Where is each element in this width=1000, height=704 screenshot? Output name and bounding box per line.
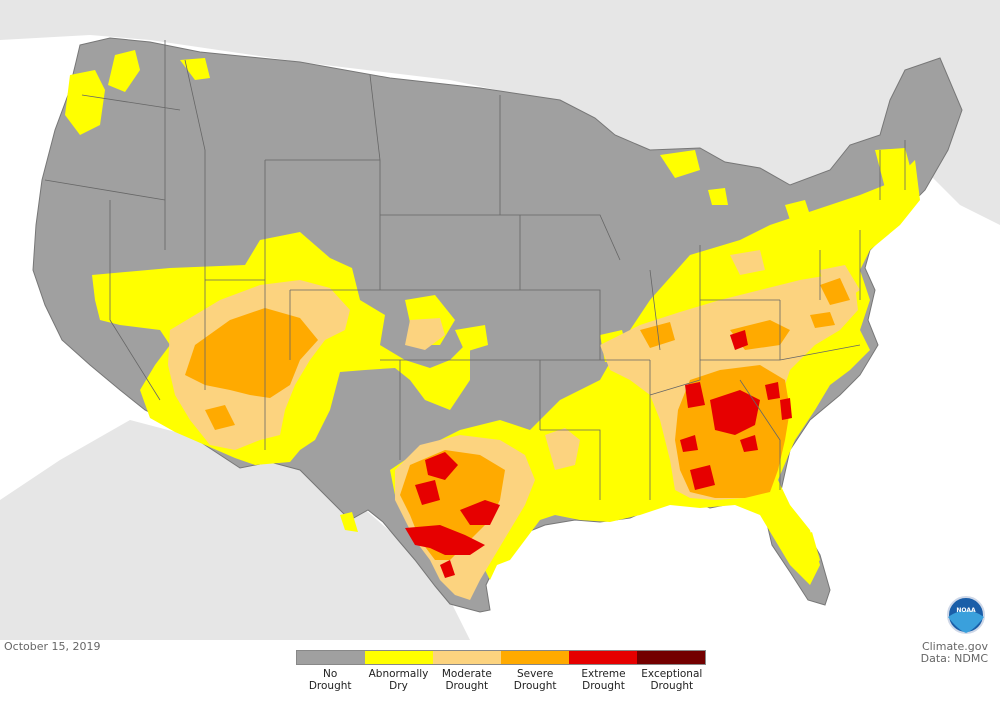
legend-label-moderate: Moderate Drought bbox=[441, 668, 492, 692]
credit-data: Data: NDMC bbox=[920, 652, 988, 665]
legend-swatch-moderate bbox=[433, 651, 501, 664]
legend-label-extreme: Extreme Drought bbox=[581, 668, 626, 692]
legend-swatch-severe bbox=[501, 651, 569, 664]
legend-label-no-drought: No Drought bbox=[308, 668, 352, 692]
legend-label-abnormally-dry: Abnormally Dry bbox=[368, 668, 429, 692]
severe-drought-areas bbox=[185, 278, 850, 560]
noaa-logo-text: NOAA bbox=[956, 607, 976, 614]
legend-swatch-extreme bbox=[569, 651, 637, 664]
legend-swatch-no-drought bbox=[297, 651, 365, 664]
state-borders bbox=[44, 40, 906, 500]
legend-labels: No Drought Abnormally Dry Moderate Drought … bbox=[296, 668, 706, 692]
extreme-drought-areas bbox=[405, 330, 792, 578]
legend-color-bar bbox=[296, 650, 706, 665]
date-label: October 15, 2019 bbox=[4, 640, 101, 653]
us-drought-map: NOAA bbox=[0, 0, 1000, 640]
legend-label-severe: Severe Drought bbox=[513, 668, 557, 692]
mexico-land bbox=[0, 420, 470, 640]
noaa-logo: NOAA bbox=[947, 596, 985, 634]
credit-source: Climate.gov bbox=[921, 640, 988, 653]
legend-label-exceptional: Exceptional Drought bbox=[641, 668, 703, 692]
legend-swatch-exceptional bbox=[637, 651, 705, 664]
legend-swatch-abnormally-dry bbox=[365, 651, 433, 664]
drought-legend: No Drought Abnormally Dry Moderate Drought … bbox=[296, 650, 706, 692]
